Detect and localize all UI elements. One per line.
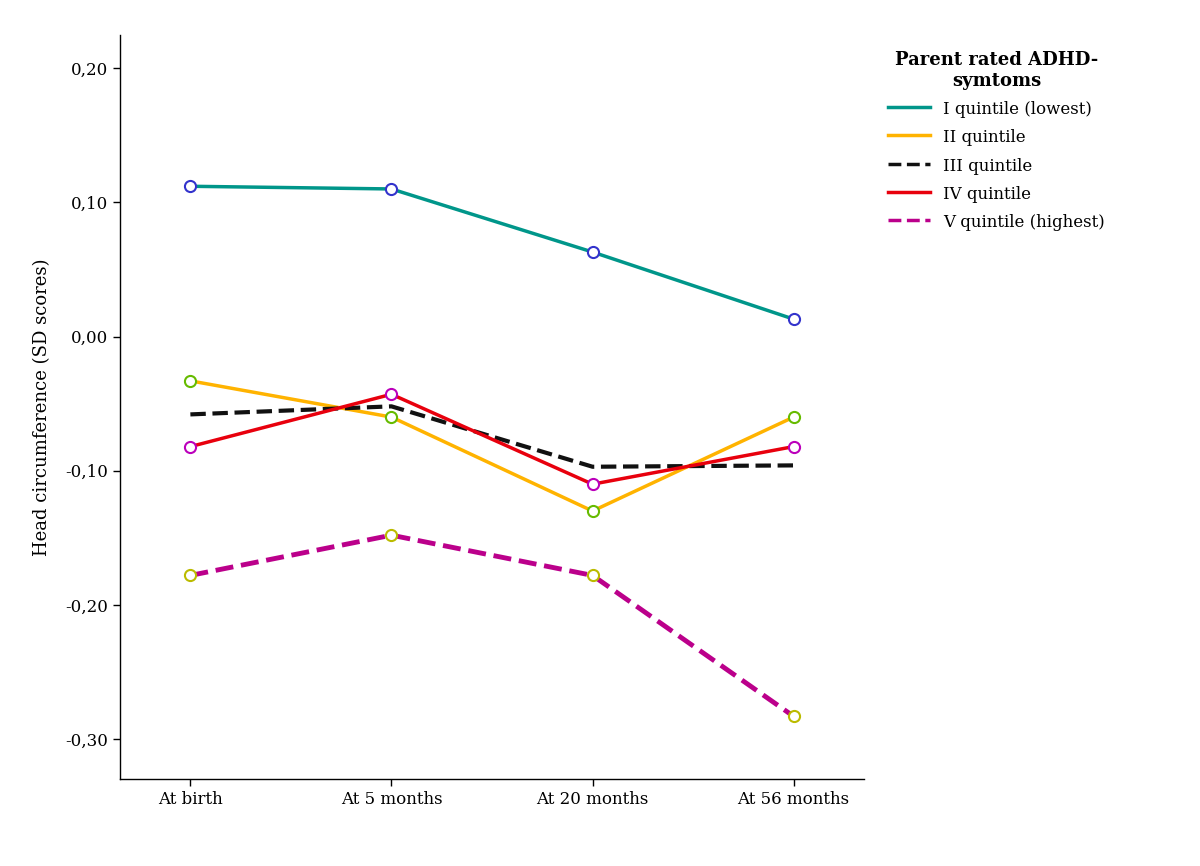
IV quintile <box>384 389 398 399</box>
Line: II quintile: II quintile <box>185 375 799 517</box>
I quintile (lowest) <box>184 181 198 191</box>
V quintile (highest) <box>586 570 600 580</box>
Line: V quintile (highest): V quintile (highest) <box>185 530 799 722</box>
I quintile (lowest) <box>586 247 600 257</box>
Legend: I quintile (lowest), II quintile, III quintile, IV quintile, V quintile (highest: I quintile (lowest), II quintile, III qu… <box>880 43 1114 239</box>
Line: IV quintile: IV quintile <box>185 389 799 490</box>
III quintile <box>786 460 800 470</box>
II quintile <box>384 412 398 423</box>
Line: III quintile: III quintile <box>191 406 793 467</box>
V quintile (highest) <box>184 570 198 580</box>
I quintile (lowest) <box>786 314 800 325</box>
V quintile (highest) <box>384 530 398 540</box>
II quintile <box>586 506 600 516</box>
Y-axis label: Head circumference (SD scores): Head circumference (SD scores) <box>34 258 52 556</box>
I quintile (lowest) <box>384 184 398 194</box>
III quintile <box>384 401 398 411</box>
II quintile <box>184 376 198 386</box>
III quintile <box>184 410 198 420</box>
V quintile (highest) <box>786 711 800 721</box>
II quintile <box>786 412 800 423</box>
IV quintile <box>786 442 800 452</box>
IV quintile <box>586 479 600 489</box>
Line: I quintile (lowest): I quintile (lowest) <box>185 181 799 325</box>
III quintile <box>586 462 600 472</box>
IV quintile <box>184 442 198 452</box>
